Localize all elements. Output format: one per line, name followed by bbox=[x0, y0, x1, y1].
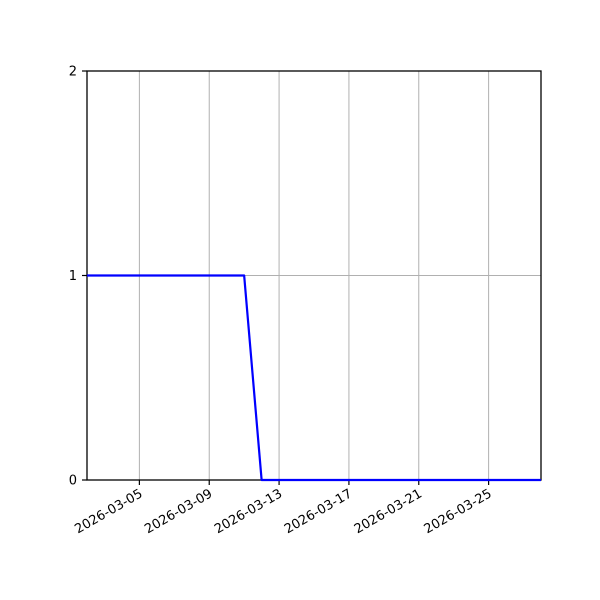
y-tick-label: 2 bbox=[69, 65, 77, 80]
x-tick-label: 2026-03-05 bbox=[72, 486, 145, 537]
y-tick-label: 0 bbox=[69, 474, 77, 489]
x-tick-label: 2026-03-17 bbox=[282, 486, 355, 537]
series-line bbox=[87, 274, 541, 482]
x-tick-label: 2026-03-09 bbox=[142, 486, 215, 537]
x-tick-label: 2026-03-13 bbox=[212, 486, 285, 537]
x-tick-label: 2026-03-25 bbox=[422, 486, 495, 537]
x-tick-label: 2026-03-21 bbox=[352, 486, 425, 537]
y-tick-label: 1 bbox=[69, 269, 77, 284]
